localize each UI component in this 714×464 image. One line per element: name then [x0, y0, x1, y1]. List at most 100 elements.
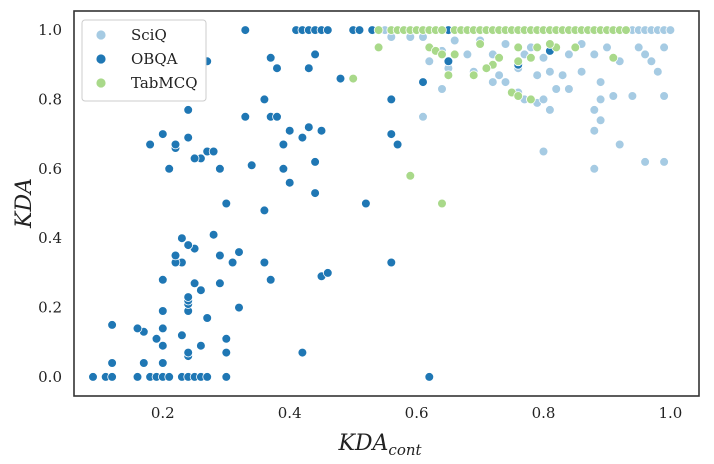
- point-obqa-57: [259, 205, 270, 216]
- point-sciq-74: [418, 112, 428, 122]
- point-obqa-12: [202, 372, 213, 382]
- point-tabmcq-51: [513, 56, 523, 67]
- point-obqa-29: [158, 323, 168, 334]
- point-sciq-81: [640, 157, 650, 167]
- point-obqa-89: [335, 73, 346, 84]
- point-obqa-16: [139, 358, 149, 368]
- point-sciq-68: [551, 84, 561, 94]
- point-sciq-45: [538, 52, 549, 63]
- x-tick-label: 0.6: [405, 404, 429, 422]
- point-obqa-83: [272, 112, 282, 122]
- legend-marker-obqa: [95, 53, 107, 65]
- point-obqa-50: [215, 250, 225, 261]
- point-sciq-59: [595, 77, 606, 87]
- point-tabmcq-56: [481, 63, 492, 73]
- point-tabmcq-37: [621, 25, 631, 35]
- point-obqa-24: [151, 333, 162, 344]
- y-axis-label: KDA: [12, 178, 37, 229]
- point-sciq-55: [532, 70, 542, 80]
- point-tabmcq-59: [526, 94, 536, 105]
- point-tabmcq-55: [468, 70, 479, 80]
- y-tick-label: 0.2: [38, 299, 62, 317]
- point-tabmcq-61: [405, 171, 416, 181]
- point-obqa-19: [183, 347, 194, 358]
- y-tick-label: 0.6: [38, 160, 62, 178]
- point-sciq-67: [538, 94, 549, 105]
- legend-box: [81, 19, 207, 102]
- point-obqa-54: [234, 247, 244, 257]
- point-tabmcq-9: [437, 25, 447, 35]
- point-obqa-85: [392, 139, 403, 150]
- point-sciq-80: [589, 164, 600, 174]
- point-tabmcq-53: [545, 39, 555, 49]
- point-obqa-25: [177, 330, 187, 341]
- point-obqa-74: [158, 129, 168, 139]
- y-tick-label: 1.0: [38, 21, 62, 39]
- point-obqa-103: [240, 25, 251, 35]
- point-obqa-63: [189, 153, 200, 164]
- point-obqa-73: [310, 157, 320, 167]
- point-obqa-69: [246, 160, 257, 171]
- point-tabmcq-45: [570, 42, 581, 53]
- point-obqa-87: [259, 94, 270, 105]
- point-obqa-33: [158, 306, 168, 316]
- point-obqa-44: [322, 268, 333, 278]
- point-sciq-53: [494, 70, 504, 80]
- point-tabmcq-48: [449, 49, 460, 60]
- x-tick-label: 0.2: [151, 404, 175, 422]
- point-obqa-90: [272, 63, 282, 73]
- point-sciq-70: [589, 105, 600, 115]
- series-tabmcq: [348, 25, 631, 209]
- x-axis-label-main: KDA: [337, 431, 388, 456]
- point-sciq-42: [462, 49, 473, 60]
- point-tabmcq-41: [475, 39, 485, 49]
- point-sciq-47: [589, 49, 600, 60]
- x-axis-ticks: 0.2 0.4 0.6 0.8 1.0: [151, 404, 682, 422]
- point-obqa-49: [386, 257, 397, 268]
- point-obqa-38: [196, 285, 206, 296]
- y-tick-label: 0.0: [38, 368, 62, 386]
- legend-label-tabmcq: TabMCQ: [131, 74, 198, 92]
- point-sciq-83: [652, 66, 663, 77]
- point-obqa-31: [202, 313, 213, 323]
- point-obqa-80: [303, 122, 314, 132]
- point-obqa-51: [170, 250, 181, 261]
- point-sciq-32: [449, 35, 460, 46]
- point-obqa-34: [234, 302, 244, 313]
- point-sciq-57: [557, 70, 568, 80]
- point-obqa-23: [196, 340, 206, 351]
- point-sciq-60: [437, 84, 447, 94]
- point-sciq-61: [487, 77, 498, 87]
- point-tabmcq-60: [348, 73, 359, 84]
- point-obqa-77: [297, 132, 308, 143]
- point-obqa-13: [221, 372, 232, 382]
- point-obqa-111: [354, 25, 365, 35]
- point-obqa-68: [145, 139, 155, 150]
- point-sciq-28: [665, 25, 676, 35]
- point-obqa-109: [322, 25, 333, 35]
- point-obqa-72: [310, 188, 320, 198]
- point-obqa-30: [221, 333, 232, 344]
- point-obqa-67: [170, 139, 181, 150]
- point-obqa-53: [183, 240, 194, 250]
- point-sciq-50: [424, 56, 435, 67]
- point-sciq-71: [595, 94, 606, 105]
- x-axis-label-subscript: cont: [388, 441, 422, 459]
- legend-marker-sciq: [95, 29, 107, 41]
- point-sciq-40: [659, 42, 669, 53]
- point-tabmcq-42: [513, 42, 523, 53]
- point-sciq-84: [659, 91, 669, 101]
- y-tick-label: 0.8: [38, 90, 62, 108]
- point-obqa-28: [132, 323, 143, 334]
- legend-label-obqa: OBQA: [131, 50, 178, 68]
- plot-frame: [73, 10, 700, 397]
- point-obqa-14: [424, 372, 435, 382]
- x-axis-label: KDAcont: [337, 431, 422, 459]
- point-sciq-49: [640, 49, 650, 60]
- point-sciq-34: [500, 39, 511, 49]
- point-obqa-58: [221, 198, 232, 209]
- point-sciq-73: [627, 91, 638, 101]
- point-sciq-79: [538, 146, 549, 157]
- legend: SciQ OBQA TabMCQ: [81, 19, 207, 102]
- point-obqa-96: [418, 77, 428, 87]
